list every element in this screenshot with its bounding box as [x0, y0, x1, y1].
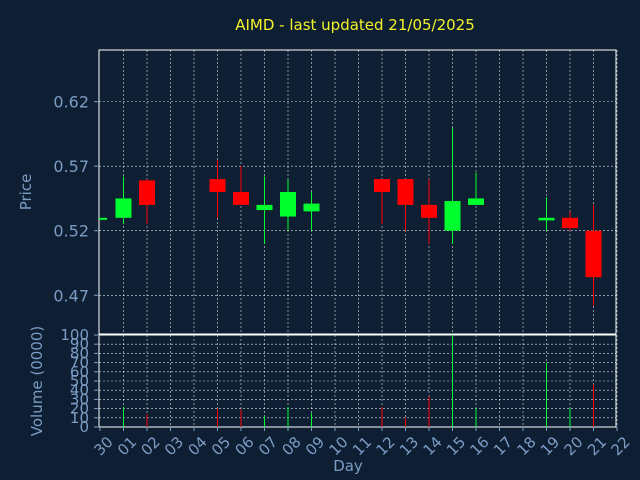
candle-body [139, 180, 155, 205]
volume-tick-label: 10 [70, 409, 89, 427]
volume-tick-label: 90 [70, 335, 89, 353]
price-panel: 0.47 0.52 0.57 0.62 [53, 49, 618, 335]
volume-tick-label: 20 [70, 400, 89, 418]
x-tick-label: 04 [185, 433, 211, 459]
x-tick-label: 30 [91, 433, 117, 459]
volume-tick-label: 100 [60, 326, 89, 344]
x-tick-label: 13 [396, 433, 422, 459]
volume-tick-label: 80 [70, 344, 89, 362]
price-tick-label: 0.52 [53, 222, 89, 241]
volume-tick-label: 60 [70, 363, 89, 381]
x-tick-label: 10 [326, 433, 352, 459]
volume-tick-label: 70 [70, 354, 89, 372]
candle-body [468, 198, 484, 205]
price-tick-label: 0.57 [53, 157, 89, 176]
candle-body [421, 204, 437, 218]
x-axis-label: Day [333, 457, 363, 475]
x-tick-label: 06 [232, 433, 258, 459]
x-tick-label: 11 [349, 433, 375, 459]
volume-tick-label: 50 [70, 372, 89, 390]
candle-body [444, 201, 461, 231]
x-tick-label: 16 [467, 433, 493, 459]
candle-body [256, 204, 273, 211]
x-tick-label: 22 [608, 433, 634, 459]
x-tick-label: 15 [443, 433, 469, 459]
x-tick-label: 08 [279, 433, 305, 459]
x-tick-label: 01 [114, 433, 140, 459]
price-plot-frame [98, 49, 617, 335]
x-tick-label: 02 [138, 433, 164, 459]
x-tick-label: 05 [208, 433, 234, 459]
volume-tick-label: 40 [70, 381, 89, 399]
volume-plot-frame [98, 334, 617, 428]
x-tick-label: 18 [514, 433, 540, 459]
x-tick-label: 14 [420, 433, 446, 459]
candle-body [233, 192, 249, 205]
chart-title: AIMD - last updated 21/05/2025 [235, 16, 475, 34]
candle-body [115, 198, 132, 218]
x-tick-label: 03 [161, 433, 187, 459]
price-tick-label: 0.47 [53, 286, 89, 305]
x-tick-label: 17 [490, 433, 516, 459]
candle-body [374, 179, 390, 192]
volume-axis-label: Volume (0000) [28, 326, 46, 436]
x-tick-label: 07 [255, 433, 281, 459]
candle-body [397, 179, 414, 205]
candle-body [538, 217, 555, 221]
candle-body [209, 179, 226, 192]
x-tick-label: 20 [561, 433, 587, 459]
candle-body [99, 217, 107, 220]
candle-body [303, 203, 320, 212]
x-tick-label: 19 [537, 433, 563, 459]
candle-body [562, 217, 578, 229]
volume-panel: 0102030405060708090100300102030405060708… [60, 326, 633, 459]
x-tick-label: 12 [373, 433, 399, 459]
price-axis-label: Price [17, 174, 35, 211]
volume-tick-label: 30 [70, 390, 89, 408]
price-tick-label: 0.62 [53, 93, 89, 112]
candle-body [585, 230, 602, 278]
volume-tick-label: 0 [79, 418, 89, 436]
x-tick-label: 09 [302, 433, 328, 459]
candle-body [280, 192, 296, 217]
x-tick-label: 21 [584, 433, 610, 459]
